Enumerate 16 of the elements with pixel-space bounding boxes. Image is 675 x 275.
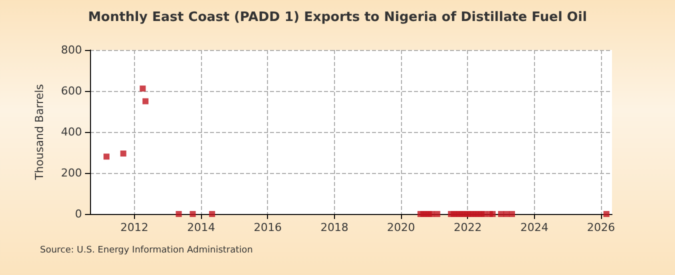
chart-title: Monthly East Coast (PADD 1) Exports to Nigeria of Distillate Fuel Oil [88, 10, 587, 25]
source-note: Source: U.S. Energy Information Administration [40, 246, 253, 256]
x-tick-label: 2020 [387, 221, 416, 234]
x-tick-label: 2012 [120, 221, 148, 234]
x-tick-label: 2022 [454, 221, 482, 234]
x-tick-label: 2026 [587, 221, 616, 234]
x-tick-label: 2018 [320, 221, 348, 234]
x-tick-label: 2016 [254, 221, 282, 234]
x-tick-label: 2024 [520, 221, 548, 234]
y-tick-label: 0 [75, 208, 82, 220]
y-tick-label: 400 [61, 126, 82, 138]
y-tick-label: 200 [61, 166, 82, 180]
x-tick-label: 2014 [187, 221, 216, 234]
y-tick-label: 800 [61, 44, 82, 56]
y-tick-label: 600 [61, 84, 82, 98]
y-axis-title: Thousand Barrels [33, 84, 46, 181]
